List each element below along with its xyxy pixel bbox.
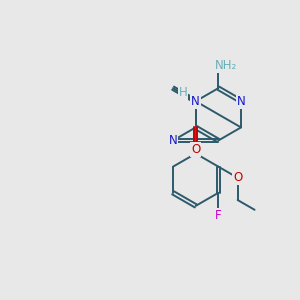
Text: NH₂: NH₂ [215,59,237,72]
Text: O: O [233,171,242,184]
Text: F: F [215,208,222,221]
Text: O: O [191,143,200,156]
Text: H: H [178,85,187,99]
Text: N: N [191,95,200,108]
Text: N: N [237,95,245,108]
Text: N: N [169,134,177,147]
